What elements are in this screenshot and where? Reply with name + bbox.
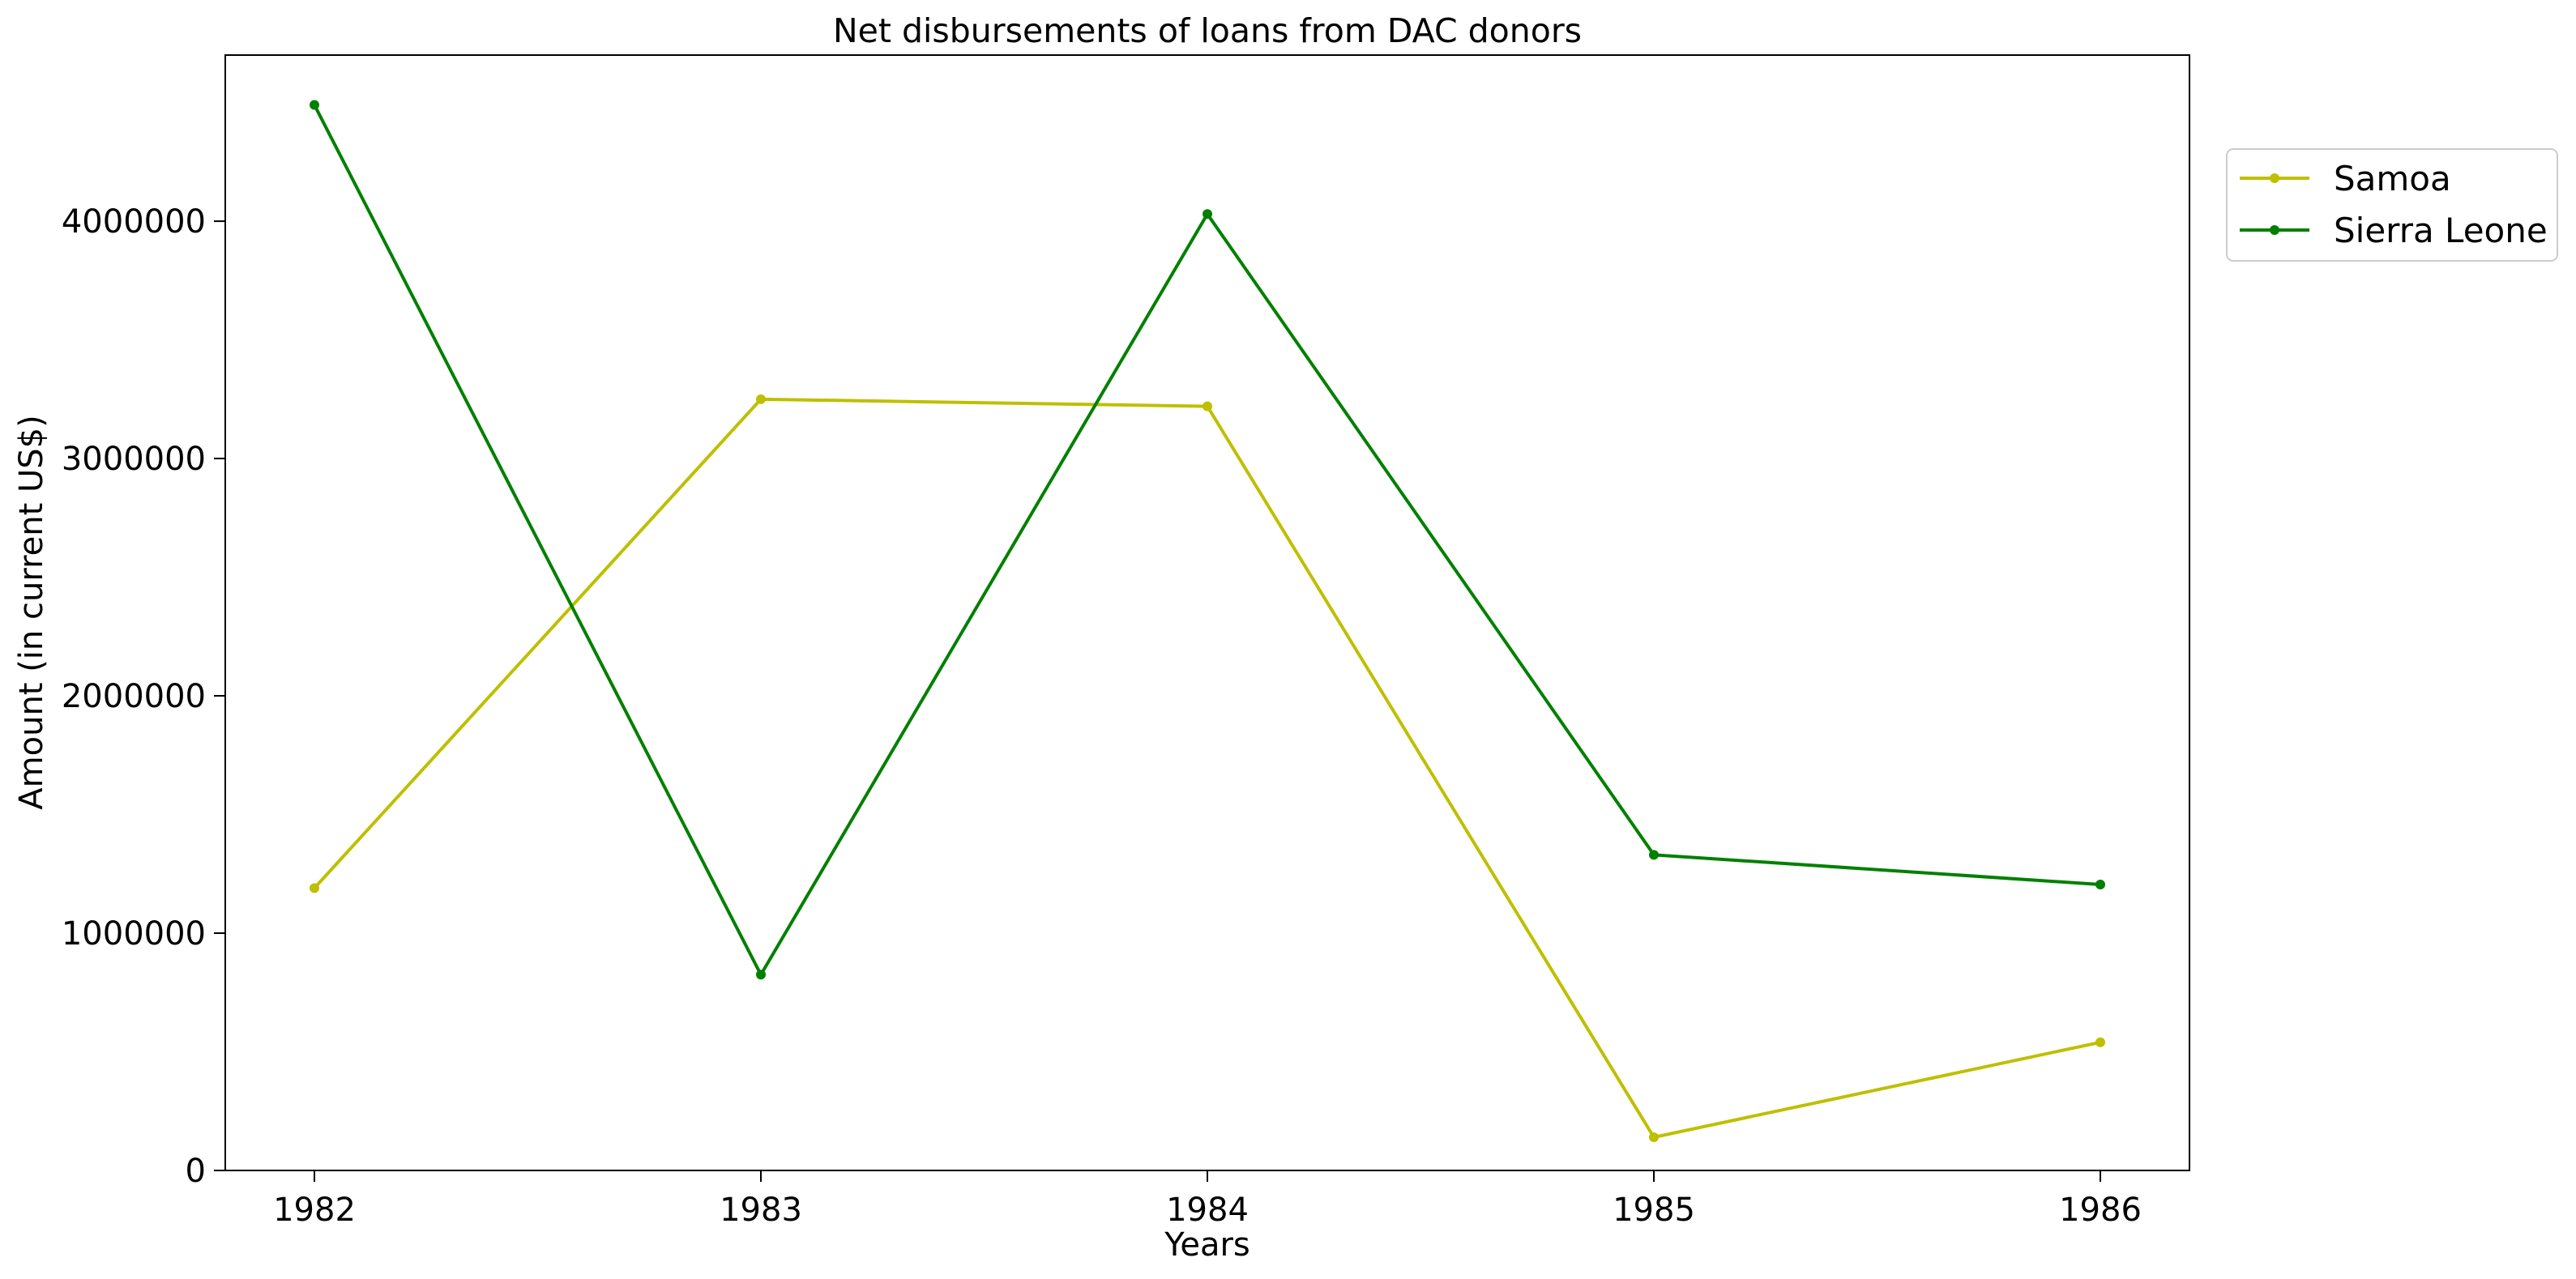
data-point-sierra-leone: [1203, 209, 1212, 220]
data-point-sierra-leone: [310, 100, 319, 110]
data-point-sierra-leone: [1649, 850, 1659, 860]
x-tick-label: 1984: [1166, 1192, 1249, 1229]
data-point-sierra-leone: [756, 970, 766, 980]
data-point-sierra-leone: [2095, 879, 2105, 889]
y-tick-label: 4000000: [62, 203, 206, 241]
x-axis: 1982 1983 1984 1985 1986: [273, 1170, 2142, 1229]
data-point-samoa: [1649, 1132, 1659, 1142]
series-line-samoa: [313, 397, 2101, 1139]
data-point-samoa: [756, 394, 766, 404]
y-tick-label: 0: [186, 1153, 206, 1190]
legend: Samoa Sierra Leone: [2226, 148, 2558, 262]
chart-title: Net disbursements of loans from DAC dono…: [833, 11, 1582, 50]
y-tick-label: 3000000: [62, 441, 206, 478]
series-line-sierra-leone: [313, 104, 2101, 977]
x-tick-label: 1985: [1613, 1192, 1695, 1229]
legend-marker-sierra-leone: [2270, 225, 2279, 235]
x-axis-title: Years: [1164, 1226, 1250, 1264]
x-tick-label: 1982: [273, 1192, 356, 1229]
data-point-samoa: [1203, 401, 1212, 411]
data-point-samoa: [310, 883, 319, 893]
data-point-samoa: [2095, 1037, 2105, 1047]
legend-marker-samoa: [2270, 173, 2279, 183]
plot-frame: [224, 54, 2190, 1171]
y-tick-label: 1000000: [62, 915, 206, 953]
x-tick-label: 1983: [720, 1192, 802, 1229]
legend-label-sierra-leone: Sierra Leone: [2334, 211, 2548, 250]
legend-label-samoa: Samoa: [2334, 159, 2451, 198]
y-axis-title: Amount (in current US$): [13, 415, 50, 809]
x-tick-label: 1986: [2059, 1192, 2142, 1229]
y-tick-label: 2000000: [62, 678, 206, 715]
y-axis: 0 1000000 2000000 3000000 4000000: [62, 203, 225, 1190]
plot-marks: [310, 100, 2105, 1142]
